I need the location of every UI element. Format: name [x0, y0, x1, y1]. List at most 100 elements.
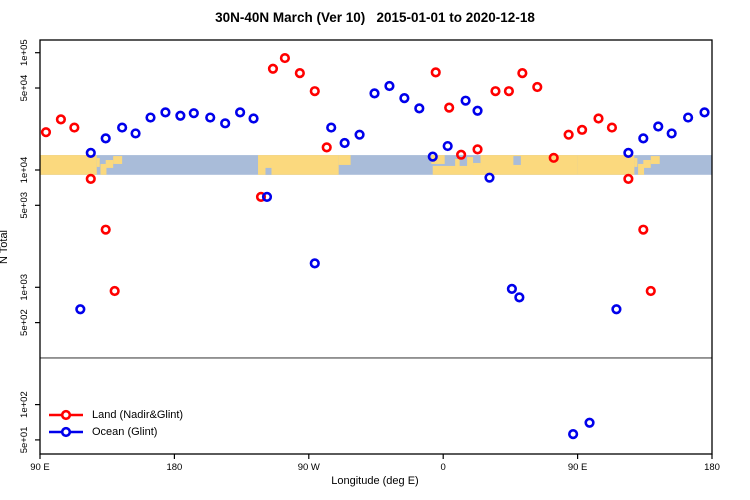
map-band-land-segment — [643, 160, 651, 168]
map-band-land-segment — [100, 163, 107, 175]
ocean-data-point — [326, 122, 337, 133]
ocean-data-point — [248, 113, 259, 124]
ocean-data-point — [188, 108, 199, 119]
x-tick-label: 90 E — [30, 462, 50, 473]
ocean-data-point — [75, 304, 86, 315]
y-tick-label: 1e+05 — [19, 39, 30, 66]
land-data-point — [456, 149, 467, 160]
land-data-point — [40, 127, 52, 138]
land-data-point — [638, 224, 649, 235]
map-band-land-segment — [338, 155, 351, 165]
y-tick-label: 5e+04 — [19, 75, 30, 102]
ocean-data-point — [145, 112, 156, 123]
land-data-point — [503, 86, 515, 97]
ocean-data-point — [309, 258, 320, 269]
map-band-ocean-segment — [265, 167, 272, 175]
ocean-data-point — [175, 110, 186, 121]
land-data-point — [623, 173, 634, 184]
x-tick-label: 0 — [441, 462, 446, 473]
map-band-land-segment — [431, 155, 445, 164]
y-tick-label: 1e+03 — [19, 274, 30, 301]
ocean-data-point — [220, 118, 231, 129]
ocean-data-point — [506, 283, 517, 294]
legend-item-ocean: Ocean (Glint) — [48, 423, 183, 440]
x-axis-title: Longitude (deg E) — [331, 475, 419, 487]
map-band-land-segment — [577, 155, 635, 175]
ocean-data-point — [354, 129, 365, 140]
ocean-data-point — [623, 147, 634, 158]
legend-label-ocean: Ocean (Glint) — [92, 425, 158, 438]
x-tick-label: 90 E — [568, 462, 588, 473]
land-data-point — [430, 67, 441, 78]
map-band-ocean-segment — [513, 156, 521, 165]
ocean-data-point — [117, 122, 128, 133]
land-data-point — [69, 122, 80, 133]
map-band-land-segment — [467, 157, 474, 167]
map-band-land-segment — [105, 160, 114, 168]
map-band-land-segment — [638, 163, 645, 175]
ocean-data-point — [414, 103, 425, 114]
land-data-point — [532, 81, 543, 93]
ocean-data-point — [514, 292, 525, 303]
map-band-land-segment — [96, 158, 100, 167]
land-data-point — [444, 102, 455, 113]
land-data-point — [606, 122, 618, 133]
ocean-data-point — [683, 112, 694, 123]
x-tick-label: 180 — [166, 462, 182, 473]
land-data-point — [100, 224, 111, 235]
land-data-point — [517, 68, 528, 79]
y-tick-label: 1e+02 — [19, 391, 30, 418]
legend-item-land: Land (Nadir&Glint) — [48, 406, 183, 423]
land-data-point — [294, 68, 305, 79]
ocean-data-point — [235, 107, 246, 118]
ocean-data-point — [130, 128, 141, 139]
map-band-land-segment — [455, 159, 460, 169]
legend-label-land: Land (Nadir&Glint) — [92, 408, 184, 421]
land-data-point — [563, 129, 574, 140]
ocean-data-point — [460, 95, 471, 106]
land-data-point — [255, 191, 267, 202]
map-band-land-segment — [40, 155, 97, 175]
ocean-data-point — [699, 107, 710, 118]
land-data-point — [279, 52, 291, 64]
land-data-point — [593, 113, 604, 124]
ocean-data-point — [484, 172, 495, 183]
ocean-data-point — [653, 121, 664, 132]
map-band-land-segment — [634, 158, 638, 167]
land-data-point — [490, 86, 501, 97]
ocean-data-point — [472, 105, 483, 116]
ocean-data-point — [369, 88, 380, 99]
map-band-land-segment — [480, 155, 578, 175]
ocean-data-point — [568, 429, 579, 440]
ocean-data-point — [384, 80, 395, 92]
land-legend-glyph — [49, 409, 83, 420]
x-tick-label: 180 — [704, 462, 720, 473]
ocean-data-point — [205, 112, 216, 123]
land-data-point — [321, 142, 332, 153]
y-tick-label: 5e+03 — [19, 192, 30, 219]
map-band-land-segment — [113, 156, 123, 164]
map-band-land-segment — [258, 155, 339, 175]
ocean-data-point — [339, 137, 350, 149]
ocean-legend-glyph — [49, 426, 83, 437]
ocean-data-point — [261, 191, 273, 202]
map-band-land-segment — [473, 162, 481, 175]
ocean-data-point — [611, 304, 622, 315]
land-data-point — [576, 124, 588, 135]
ocean-data-point — [427, 151, 438, 162]
land-data-point — [548, 152, 559, 163]
y-axis-title: N Total — [0, 229, 10, 264]
land-data-point — [472, 144, 483, 155]
ocean-data-point — [399, 93, 410, 104]
ocean-data-point — [160, 107, 171, 118]
land-data-point — [55, 114, 67, 125]
land-data-point — [267, 63, 279, 74]
map-band-land-segment — [650, 156, 660, 164]
y-tick-label: 5e+01 — [19, 427, 30, 454]
chart-title: 30N-40N March (Ver 10) 2015-01-01 to 202… — [215, 10, 535, 25]
x-tick-label: 90 W — [298, 462, 320, 473]
y-tick-label: 1e+04 — [19, 157, 30, 184]
ocean-data-point — [584, 417, 595, 428]
